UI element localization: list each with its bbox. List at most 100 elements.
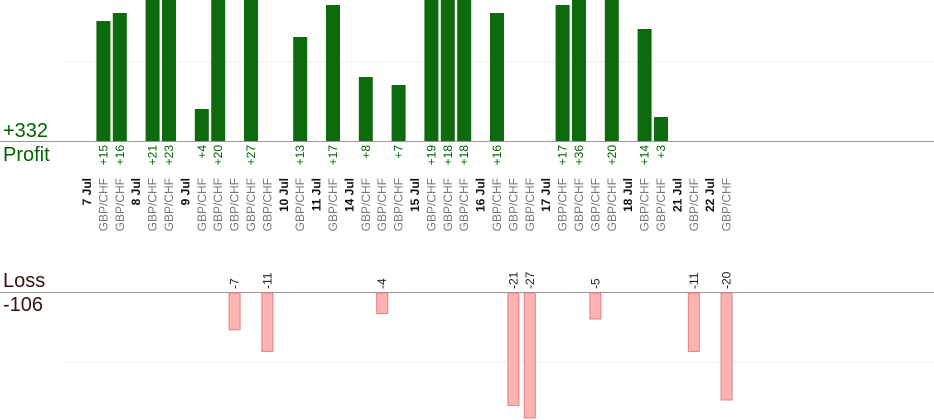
profit-value-label: +3 <box>654 145 668 159</box>
loss-bar <box>687 292 700 352</box>
profit-bar <box>440 0 455 141</box>
profit-label: Profit <box>3 144 50 166</box>
profit-value-label: +36 <box>572 145 586 166</box>
profit-bar <box>162 0 176 141</box>
loss-bar <box>523 292 536 419</box>
loss-value-label: -20 <box>720 271 734 289</box>
profit-bar <box>572 0 586 141</box>
profit-bar <box>112 13 127 141</box>
pair-label: GBP/CHF <box>244 178 258 231</box>
date-label: 17 Jul <box>539 178 553 212</box>
pair-label: GBP/CHF <box>605 178 619 231</box>
pair-label: GBP/CHF <box>556 178 570 231</box>
profit-value-label: +15 <box>96 145 110 166</box>
date-label: 7 Jul <box>80 178 94 205</box>
loss-bar <box>376 292 389 315</box>
date-label: 10 Jul <box>277 178 291 212</box>
loss-value-label: -11 <box>687 272 701 289</box>
pair-label: GBP/CHF <box>654 178 668 231</box>
profit-value-label: +8 <box>359 145 373 159</box>
profit-bar <box>293 37 308 141</box>
profit-bar <box>457 0 472 141</box>
profit-bar <box>358 77 373 141</box>
pair-label: GBP/CHF <box>523 178 537 231</box>
profit-bar <box>211 0 226 141</box>
pair-label: GBP/CHF <box>228 178 242 231</box>
profit-value-label: +13 <box>293 145 307 166</box>
profit-bar <box>555 5 570 141</box>
loss-bar <box>261 292 274 352</box>
pair-label: GBP/CHF <box>424 178 438 231</box>
date-label: 9 Jul <box>178 178 192 205</box>
pair-label: GBP/CHF <box>359 178 373 231</box>
profit-value-label: +16 <box>490 145 504 166</box>
pair-label: GBP/CHF <box>392 178 406 231</box>
profit-value-label: +20 <box>211 145 225 166</box>
profit-bar <box>244 0 258 141</box>
pair-label: GBP/CHF <box>96 178 110 231</box>
loss-value-label: -5 <box>588 278 602 289</box>
profit-bar <box>96 21 111 141</box>
pair-label: GBP/CHF <box>293 178 307 231</box>
pair-label: GBP/CHF <box>162 178 176 231</box>
pair-label: GBP/CHF <box>720 178 734 231</box>
loss-total: -106 <box>3 294 44 316</box>
profit-value-label: +18 <box>457 145 471 166</box>
pair-label: GBP/CHF <box>113 178 127 231</box>
profit-value-label: +18 <box>441 145 455 166</box>
date-label: 21 Jul <box>670 178 684 212</box>
pair-label: GBP/CHF <box>260 178 274 231</box>
loss-value-label: -21 <box>506 271 520 289</box>
profit-total: +332 <box>3 120 49 142</box>
date-label: 18 Jul <box>621 178 635 212</box>
profit-value-label: +20 <box>605 145 619 166</box>
profit-value-label: +7 <box>392 145 406 159</box>
profit-value-label: +14 <box>638 145 652 166</box>
loss-value-label: -7 <box>228 278 242 289</box>
profit-value-label: +23 <box>162 145 176 166</box>
profit-bar <box>637 29 652 141</box>
date-label: 22 Jul <box>703 178 717 212</box>
date-label: 11 Jul <box>310 178 324 211</box>
profit-value-label: +16 <box>113 145 127 166</box>
date-label: 16 Jul <box>474 178 488 212</box>
profit-value-label: +21 <box>146 145 160 166</box>
profit-bar <box>654 117 668 141</box>
loss-value-label: -11 <box>260 272 274 289</box>
pair-label: GBP/CHF <box>146 178 160 231</box>
date-label: 14 Jul <box>342 178 356 212</box>
profit-bar <box>326 5 340 141</box>
pair-label: GBP/CHF <box>638 178 652 231</box>
pair-label: GBP/CHF <box>588 178 602 231</box>
pair-label: GBP/CHF <box>687 178 701 231</box>
loss-bar <box>507 292 520 406</box>
pair-label: GBP/CHF <box>457 178 471 231</box>
loss-bar <box>228 292 241 331</box>
profit-value-label: +17 <box>556 145 570 166</box>
profit-value-label: +19 <box>424 145 438 166</box>
pair-label: GBP/CHF <box>572 178 586 231</box>
pair-label: GBP/CHF <box>375 178 389 231</box>
pair-label: GBP/CHF <box>441 178 455 231</box>
loss-bar <box>720 292 733 401</box>
pair-label: GBP/CHF <box>490 178 504 231</box>
loss-value-label: -4 <box>375 278 389 289</box>
date-label: 15 Jul <box>408 178 422 212</box>
profit-bar <box>490 13 504 141</box>
profit-bar <box>194 109 209 141</box>
profit-bar <box>424 0 439 141</box>
pair-label: GBP/CHF <box>506 178 520 231</box>
loss-value-label: -27 <box>523 271 537 289</box>
profit-value-label: +4 <box>195 145 209 159</box>
date-label: 8 Jul <box>129 178 143 205</box>
profit-bar <box>604 0 619 141</box>
profit-value-label: +17 <box>326 145 340 166</box>
loss-bar <box>589 292 602 320</box>
pair-label: GBP/CHF <box>326 178 340 231</box>
pair-label: GBP/CHF <box>195 178 209 231</box>
profit-bar <box>391 85 406 141</box>
loss-label: Loss <box>3 270 46 292</box>
profit-value-label: +27 <box>244 145 258 166</box>
profit-bar <box>145 0 160 141</box>
